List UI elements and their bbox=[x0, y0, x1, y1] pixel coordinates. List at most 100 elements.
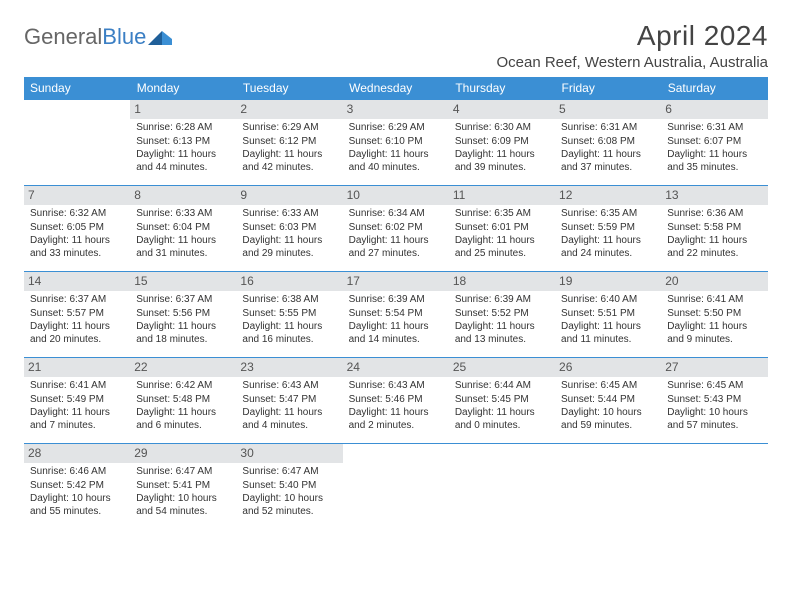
calendar-day-cell: 9 Sunrise: 6:33 AMSunset: 6:03 PMDaylight… bbox=[236, 186, 342, 272]
calendar-day-cell: 4Sunrise: 6:30 AMSunset: 6:09 PMDaylight… bbox=[449, 100, 555, 186]
sunrise-line: Sunrise: 6:31 AM bbox=[667, 122, 761, 135]
day-number: 18 bbox=[449, 272, 555, 291]
sunset-line: Sunset: 5:43 PM bbox=[667, 394, 761, 407]
day-number: 25 bbox=[449, 358, 555, 377]
calendar-day-cell: 15Sunrise: 6:37 AMSunset: 5:56 PMDayligh… bbox=[130, 272, 236, 358]
calendar-day-cell: 2Sunrise: 6:29 AMSunset: 6:12 PMDaylight… bbox=[236, 100, 342, 186]
sunset-line: Sunset: 5:42 PM bbox=[30, 480, 124, 493]
day-details: Sunrise: 6:40 AMSunset: 5:51 PMDaylight:… bbox=[561, 294, 655, 346]
day-number: 15 bbox=[130, 272, 236, 291]
daylight-line: Daylight: 11 hours and 44 minutes. bbox=[136, 149, 230, 174]
calendar-week-row: 1Sunrise: 6:28 AMSunset: 6:13 PMDaylight… bbox=[24, 100, 768, 186]
sunset-line: Sunset: 6:12 PM bbox=[242, 136, 336, 149]
sunset-line: Sunset: 5:45 PM bbox=[455, 394, 549, 407]
day-number: 29 bbox=[130, 444, 236, 463]
weekday-header: Thursday bbox=[449, 77, 555, 100]
day-details: Sunrise: 6:29 AMSunset: 6:10 PMDaylight:… bbox=[349, 122, 443, 174]
sunrise-line: Sunrise: 6:39 AM bbox=[455, 294, 549, 307]
day-number: 4 bbox=[449, 100, 555, 119]
daylight-line: Daylight: 10 hours and 52 minutes. bbox=[242, 493, 336, 518]
calendar-body: 1Sunrise: 6:28 AMSunset: 6:13 PMDaylight… bbox=[24, 100, 768, 530]
daylight-line: Daylight: 11 hours and 7 minutes. bbox=[30, 407, 124, 432]
sunset-line: Sunset: 5:54 PM bbox=[349, 308, 443, 321]
sunset-line: Sunset: 6:03 PM bbox=[242, 222, 336, 235]
day-details: Sunrise: 6:43 AMSunset: 5:47 PMDaylight:… bbox=[242, 380, 336, 432]
sunset-line: Sunset: 5:44 PM bbox=[561, 394, 655, 407]
day-number: 22 bbox=[130, 358, 236, 377]
calendar-day-cell: 12Sunrise: 6:35 AMSunset: 5:59 PMDayligh… bbox=[555, 186, 661, 272]
calendar-day-cell: 7 Sunrise: 6:32 AMSunset: 6:05 PMDaylight… bbox=[24, 186, 130, 272]
sunrise-line: Sunrise: 6:39 AM bbox=[349, 294, 443, 307]
daylight-line: Daylight: 11 hours and 11 minutes. bbox=[561, 321, 655, 346]
sunrise-line: Sunrise: 6:30 AM bbox=[455, 122, 549, 135]
daylight-line: Daylight: 10 hours and 59 minutes. bbox=[561, 407, 655, 432]
calendar-day-cell bbox=[555, 444, 661, 530]
sunrise-line: Sunrise: 6:41 AM bbox=[30, 380, 124, 393]
day-details: Sunrise: 6:35 AMSunset: 6:01 PMDaylight:… bbox=[455, 208, 549, 260]
day-number: 7 bbox=[24, 186, 130, 205]
daylight-line: Daylight: 11 hours and 42 minutes. bbox=[242, 149, 336, 174]
sunset-line: Sunset: 6:13 PM bbox=[136, 136, 230, 149]
sunrise-line: Sunrise: 6:35 AM bbox=[561, 208, 655, 221]
page-subtitle: Ocean Reef, Western Australia, Australia bbox=[496, 54, 768, 71]
calendar-day-cell bbox=[449, 444, 555, 530]
daylight-line: Daylight: 10 hours and 55 minutes. bbox=[30, 493, 124, 518]
calendar-day-cell: 16Sunrise: 6:38 AMSunset: 5:55 PMDayligh… bbox=[236, 272, 342, 358]
day-details: Sunrise: 6:41 AMSunset: 5:50 PMDaylight:… bbox=[667, 294, 761, 346]
daylight-line: Daylight: 11 hours and 31 minutes. bbox=[136, 235, 230, 260]
day-number: 11 bbox=[449, 186, 555, 205]
daylight-line: Daylight: 11 hours and 2 minutes. bbox=[349, 407, 443, 432]
daylight-line: Daylight: 11 hours and 16 minutes. bbox=[242, 321, 336, 346]
day-number: 6 bbox=[661, 100, 767, 119]
day-details: Sunrise: 6:44 AMSunset: 5:45 PMDaylight:… bbox=[455, 380, 549, 432]
daylight-line: Daylight: 11 hours and 0 minutes. bbox=[455, 407, 549, 432]
day-details: Sunrise: 6:33 AMSunset: 6:03 PMDaylight:… bbox=[242, 208, 336, 260]
day-number: 30 bbox=[236, 444, 342, 463]
daylight-line: Daylight: 10 hours and 57 minutes. bbox=[667, 407, 761, 432]
calendar-page: GeneralBlue April 2024 Ocean Reef, Weste… bbox=[0, 0, 792, 530]
daylight-line: Daylight: 11 hours and 13 minutes. bbox=[455, 321, 549, 346]
day-details: Sunrise: 6:39 AMSunset: 5:54 PMDaylight:… bbox=[349, 294, 443, 346]
logo-mark-icon bbox=[148, 27, 174, 47]
day-number: 9 bbox=[236, 186, 342, 205]
day-details: Sunrise: 6:32 AMSunset: 6:05 PMDaylight:… bbox=[30, 208, 124, 260]
day-details: Sunrise: 6:37 AMSunset: 5:57 PMDaylight:… bbox=[30, 294, 124, 346]
brand-part2: Blue bbox=[102, 24, 146, 50]
daylight-line: Daylight: 11 hours and 22 minutes. bbox=[667, 235, 761, 260]
sunset-line: Sunset: 6:05 PM bbox=[30, 222, 124, 235]
sunrise-line: Sunrise: 6:41 AM bbox=[667, 294, 761, 307]
calendar-day-cell: 29Sunrise: 6:47 AMSunset: 5:41 PMDayligh… bbox=[130, 444, 236, 530]
sunrise-line: Sunrise: 6:31 AM bbox=[561, 122, 655, 135]
calendar-week-row: 28Sunrise: 6:46 AMSunset: 5:42 PMDayligh… bbox=[24, 444, 768, 530]
sunrise-line: Sunrise: 6:33 AM bbox=[136, 208, 230, 221]
sunset-line: Sunset: 6:01 PM bbox=[455, 222, 549, 235]
day-details: Sunrise: 6:35 AMSunset: 5:59 PMDaylight:… bbox=[561, 208, 655, 260]
daylight-line: Daylight: 11 hours and 20 minutes. bbox=[30, 321, 124, 346]
day-details: Sunrise: 6:28 AMSunset: 6:13 PMDaylight:… bbox=[136, 122, 230, 174]
calendar-day-cell: 5Sunrise: 6:31 AMSunset: 6:08 PMDaylight… bbox=[555, 100, 661, 186]
calendar-week-row: 21Sunrise: 6:41 AMSunset: 5:49 PMDayligh… bbox=[24, 358, 768, 444]
sunset-line: Sunset: 6:04 PM bbox=[136, 222, 230, 235]
sunrise-line: Sunrise: 6:29 AM bbox=[242, 122, 336, 135]
sunrise-line: Sunrise: 6:45 AM bbox=[667, 380, 761, 393]
calendar-day-cell: 19 Sunrise: 6:40 AMSunset: 5:51 PMDayligh… bbox=[555, 272, 661, 358]
sunset-line: Sunset: 5:46 PM bbox=[349, 394, 443, 407]
calendar-header-row: SundayMondayTuesdayWednesdayThursdayFrid… bbox=[24, 77, 768, 100]
daylight-line: Daylight: 11 hours and 9 minutes. bbox=[667, 321, 761, 346]
calendar-day-cell: 3Sunrise: 6:29 AMSunset: 6:10 PMDaylight… bbox=[343, 100, 449, 186]
sunrise-line: Sunrise: 6:32 AM bbox=[30, 208, 124, 221]
sunset-line: Sunset: 5:51 PM bbox=[561, 308, 655, 321]
sunset-line: Sunset: 5:59 PM bbox=[561, 222, 655, 235]
sunrise-line: Sunrise: 6:43 AM bbox=[242, 380, 336, 393]
sunrise-line: Sunrise: 6:40 AM bbox=[561, 294, 655, 307]
sunset-line: Sunset: 5:40 PM bbox=[242, 480, 336, 493]
calendar-day-cell: 24Sunrise: 6:43 AMSunset: 5:46 PMDayligh… bbox=[343, 358, 449, 444]
daylight-line: Daylight: 11 hours and 27 minutes. bbox=[349, 235, 443, 260]
day-number: 10 bbox=[343, 186, 449, 205]
day-number: 17 bbox=[343, 272, 449, 291]
calendar-day-cell: 23Sunrise: 6:43 AMSunset: 5:47 PMDayligh… bbox=[236, 358, 342, 444]
page-title: April 2024 bbox=[496, 20, 768, 52]
day-number: 19 bbox=[555, 272, 661, 291]
calendar-day-cell: 18Sunrise: 6:39 AMSunset: 5:52 PMDayligh… bbox=[449, 272, 555, 358]
day-details: Sunrise: 6:42 AMSunset: 5:48 PMDaylight:… bbox=[136, 380, 230, 432]
